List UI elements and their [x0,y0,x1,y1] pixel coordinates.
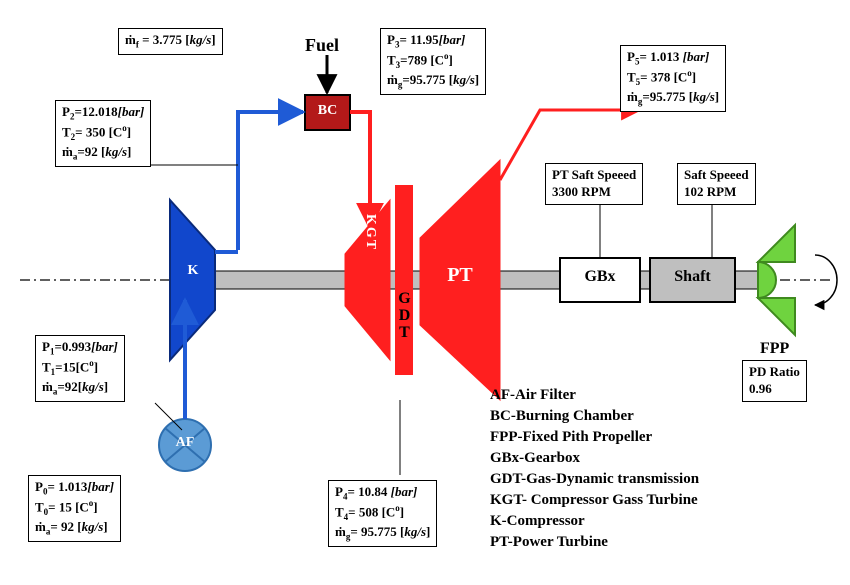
rotation-arrow [815,255,837,305]
box-shspd: Saft Speeed102 RPM [677,163,756,205]
flow-comp-to-bc [238,112,303,250]
box-ptspd: PT Saft Speeed3300 RPM [545,163,643,205]
box-st0: P0= 1.013[bar]T0= 15 [Co]ṁa= 92 [kg/s] [28,475,121,542]
label-Fuel: Fuel [305,35,339,56]
box-st2: P2=12.018[bar]T2= 350 [Co]ṁa=92 [kg/s] [55,100,151,167]
legend: AF-Air Filter BC-Burning Chamber FPP-Fix… [490,385,699,553]
label-KGT: KGT [352,214,388,251]
fpp-icon [758,225,795,335]
gdt-bar [395,185,413,375]
label-Shaft: Shaft [650,268,735,286]
label-PT: PT [435,264,485,287]
compressor-K [170,200,215,360]
flow-bc-to-kgt [350,112,370,228]
box-st4: P4= 10.84 [bar]T4= 508 [Co]ṁg= 95.775 [k… [328,480,437,547]
box-mf: ṁf = 3.775 [kg/s] [118,28,223,55]
label-GBx: GBx [560,268,640,286]
label-GDT: GDT [395,290,413,341]
label-FPP: FPP [760,340,789,358]
box-st3: P3= 11.95[bar]T3=789 [Co]ṁg=95.775 [kg/s… [380,28,486,95]
box-pd: PD Ratio0.96 [742,360,807,402]
label-K: K [173,263,213,279]
label-AF: AF [171,435,199,451]
label-BC: BC [305,103,350,119]
box-st5: P5= 1.013 [bar]T5= 378 [Co]ṁg=95.775 [kg… [620,45,726,112]
box-st1: P1=0.993[bar]T1=15[Co]ṁa=92[kg/s] [35,335,125,402]
